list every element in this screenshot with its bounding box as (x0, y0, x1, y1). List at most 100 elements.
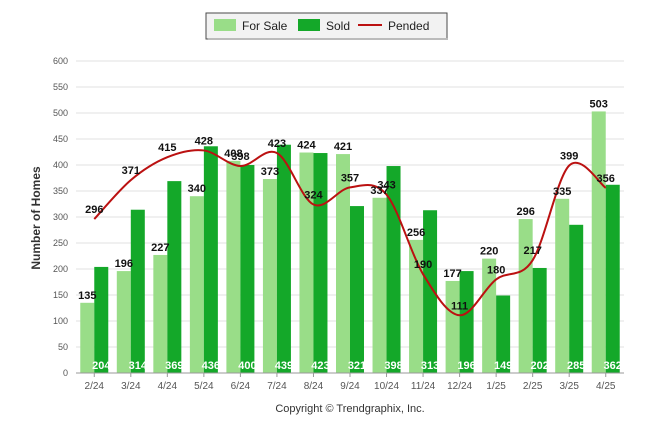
y-tick-label: 450 (53, 134, 68, 144)
for-sale-value-label: 408 (224, 148, 242, 160)
bar-sold (240, 165, 255, 373)
pended-value-label: 357 (341, 172, 359, 184)
sold-value-label: 285 (567, 360, 585, 372)
y-tick-label: 50 (58, 342, 68, 352)
legend-label-for-sale: For Sale (242, 19, 288, 33)
bar-sold (94, 266, 109, 373)
x-tick-label: 10/24 (374, 381, 399, 392)
for-sale-value-label: 227 (151, 242, 169, 254)
bar-for-sale (299, 152, 314, 373)
pended-value-label: 428 (195, 135, 213, 147)
pended-value-label: 423 (268, 138, 286, 150)
y-tick-label: 0 (63, 368, 68, 378)
bar-for-sale (226, 160, 241, 373)
sold-value-label: 369 (165, 360, 183, 372)
y-tick-label: 550 (53, 82, 68, 92)
bar-sold (350, 206, 364, 373)
for-sale-value-label: 424 (297, 140, 316, 152)
sold-value-label: 436 (202, 360, 220, 372)
x-tick-label: 5/24 (194, 381, 214, 392)
sold-value-label: 202 (530, 360, 548, 372)
bar-for-sale (591, 111, 606, 373)
sold-value-label: 423 (311, 360, 329, 372)
bar-for-sale (116, 271, 131, 373)
pended-value-label: 399 (560, 151, 578, 163)
bar-sold (276, 144, 291, 373)
for-sale-value-label: 340 (188, 183, 206, 195)
sold-value-label: 313 (421, 360, 439, 372)
legend-label-sold: Sold (326, 19, 350, 33)
for-sale-value-label: 256 (407, 227, 425, 239)
y-tick-label: 400 (53, 160, 68, 170)
pended-value-label: 180 (487, 264, 505, 276)
pended-value-label: 415 (158, 142, 176, 154)
for-sale-value-label: 220 (480, 246, 498, 258)
bar-sold (569, 224, 584, 373)
x-tick-label: 6/24 (231, 381, 251, 392)
sold-value-label: 398 (384, 360, 402, 372)
bar-sold (496, 295, 511, 373)
sold-value-label: 439 (275, 360, 293, 372)
data-labels: 135 204 196 314 227 369 340 436 408 400 373 439 424 4… (78, 98, 622, 372)
legend-swatch-sold (298, 19, 320, 31)
sold-value-label: 196 (457, 360, 475, 372)
pended-value-label: 296 (85, 204, 103, 216)
y-tick-label: 150 (53, 290, 68, 300)
bar-for-sale (153, 254, 168, 373)
y-tick-label: 250 (53, 238, 68, 248)
x-tick-label: 7/24 (267, 381, 287, 392)
sold-value-label: 314 (129, 360, 148, 372)
legend: For Sale Sold Pended (205, 12, 448, 40)
pended-value-label: 190 (414, 259, 432, 271)
x-tick-label: 8/24 (304, 381, 324, 392)
bar-for-sale (409, 239, 424, 373)
pended-series (93, 149, 607, 317)
y-axis-title: Number of Homes (29, 166, 43, 270)
legend-shadow (208, 38, 448, 40)
y-tick-label: 350 (53, 186, 68, 196)
bar-for-sale (555, 198, 570, 373)
bar-sold (203, 146, 218, 373)
for-sale-value-label: 296 (516, 206, 534, 218)
for-sale-value-label: 503 (590, 98, 608, 110)
legend-swatch-for-sale (214, 19, 236, 31)
sold-value-label: 321 (348, 360, 366, 372)
for-sale-value-label: 337 (370, 185, 388, 197)
bar-sold (459, 271, 474, 373)
for-sale-value-label: 421 (334, 141, 352, 153)
y-tick-label: 100 (53, 316, 68, 326)
x-tick-label: 3/24 (121, 381, 141, 392)
bar-sold (386, 166, 401, 373)
y-axis: 0 50 100 150 200 250 300 350 400 450 500 550 600 (53, 56, 68, 378)
bar-sold (313, 153, 328, 373)
y-tick-label: 600 (53, 56, 68, 66)
for-sale-value-label: 335 (553, 186, 571, 198)
bar-for-sale (518, 219, 533, 373)
bar-for-sale (189, 196, 204, 373)
pended-value-label: 398 (231, 151, 249, 163)
for-sale-value-label: 196 (115, 258, 133, 270)
pended-line (93, 149, 607, 317)
bar-sold (167, 181, 182, 373)
y-tick-label: 500 (53, 108, 68, 118)
legend-box (205, 12, 448, 40)
for-sale-value-label: 135 (78, 290, 96, 302)
sold-value-label: 204 (92, 360, 111, 372)
y-tick-label: 200 (53, 264, 68, 274)
bars (80, 111, 620, 373)
x-axis: 2/24 3/24 4/24 5/24 6/24 7/24 8/24 9/24 10/24 11/… (76, 372, 624, 392)
pended-value-label: 324 (304, 190, 323, 202)
bar-sold (532, 267, 547, 373)
pended-value-label: 111 (451, 300, 468, 312)
pended-value-label: 343 (377, 180, 395, 192)
sold-value-label: 400 (238, 360, 256, 372)
y-tick-label: 300 (53, 212, 68, 222)
sold-value-label: 149 (494, 360, 512, 372)
bar-sold (423, 210, 438, 373)
pended-value-label: 217 (523, 245, 541, 257)
bar-for-sale (445, 280, 460, 373)
for-sale-value-label: 177 (443, 268, 461, 280)
bar-sold (605, 184, 620, 373)
for-sale-value-label: 373 (261, 166, 279, 178)
